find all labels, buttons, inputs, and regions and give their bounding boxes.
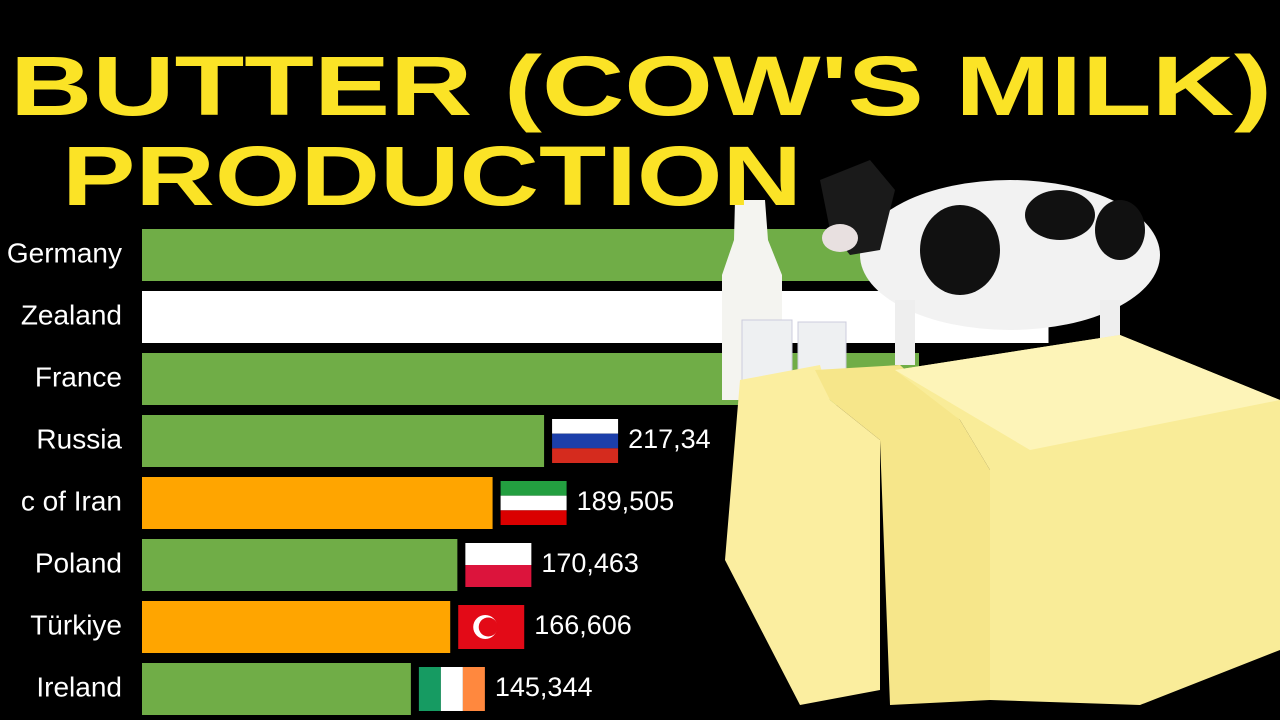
y-tick-label: c of Iran <box>21 485 122 516</box>
value-label: 189,505 <box>577 486 675 516</box>
cow-spot <box>1025 190 1095 240</box>
bar <box>142 539 458 591</box>
y-tick-label: Russia <box>36 423 122 454</box>
flag-stripe <box>465 543 532 565</box>
flag <box>465 543 532 587</box>
flag <box>458 605 525 649</box>
flag <box>500 481 567 525</box>
value-label: 170,463 <box>541 548 639 578</box>
flag-stripe <box>462 667 485 711</box>
flag-stripe <box>418 667 441 711</box>
y-tick-label: Poland <box>35 547 122 578</box>
flag <box>552 419 619 463</box>
bar <box>142 415 545 467</box>
bar <box>142 477 493 529</box>
flag-stripe <box>500 510 567 525</box>
butter-slice <box>725 365 880 705</box>
y-tick-label: Ireland <box>36 671 122 702</box>
flag-stripe <box>500 481 567 496</box>
chart-title: PRODUCTION <box>62 129 802 223</box>
butter-block <box>895 335 1280 705</box>
cow-spot <box>920 205 1000 295</box>
flag-stripe <box>440 667 463 711</box>
flag-stripe <box>552 448 619 463</box>
butter-top <box>895 335 1280 450</box>
bar <box>142 601 451 653</box>
flag-stripe <box>552 419 619 434</box>
bar-chart: Germany Zealand France Russia 217,34 c of Ira… <box>7 229 1067 715</box>
flag <box>418 667 485 711</box>
value-label: 217,34 <box>628 424 711 454</box>
illustration <box>722 160 1280 705</box>
bar <box>142 663 411 715</box>
butter-slice <box>815 365 990 705</box>
chart-title: BUTTER (COW'S MILK) <box>10 39 1272 133</box>
flag-stripe <box>552 433 619 449</box>
flag-stripe <box>465 565 532 587</box>
y-tick-label: Türkiye <box>30 609 122 640</box>
value-label: 166,606 <box>534 610 632 640</box>
y-tick-label: Germany <box>7 237 122 268</box>
cow-leg <box>895 300 915 365</box>
value-label: 145,344 <box>495 672 593 702</box>
cow-muzzle <box>822 224 858 252</box>
flag-stripe <box>500 495 567 511</box>
cow-spot <box>1095 200 1145 260</box>
y-tick-label: France <box>35 361 122 392</box>
flag-crescent <box>478 617 498 637</box>
y-tick-label: Zealand <box>21 299 122 330</box>
